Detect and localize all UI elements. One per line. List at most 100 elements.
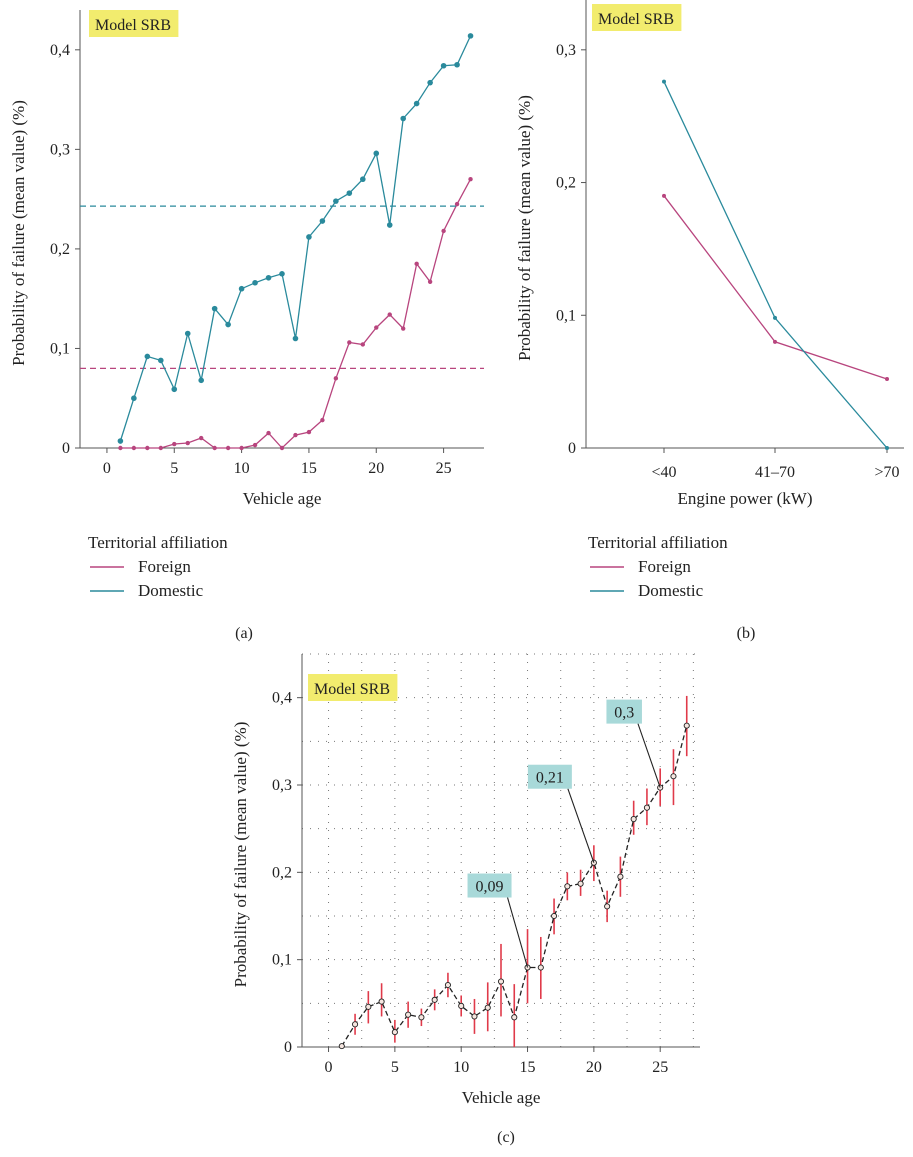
model-badge-label: Model SRB (95, 17, 171, 34)
data-point-foreign (885, 376, 889, 381)
annotation-box (606, 699, 642, 724)
legend-title: Territorial affiliation (588, 533, 728, 552)
data-point-foreign (185, 440, 190, 446)
data-point-domestic (198, 377, 204, 384)
x-axis-title: Vehicle age (462, 1088, 541, 1107)
x-tick-label: 5 (391, 1059, 399, 1076)
y-tick-label: 0,4 (50, 42, 70, 59)
data-point-domestic (292, 335, 299, 342)
data-point-foreign (158, 445, 163, 451)
annotation-label: 0,3 (614, 705, 634, 722)
y-tick-label: 0,2 (556, 175, 576, 192)
x-axis-title: Engine power (kW) (677, 489, 812, 508)
data-point (617, 873, 624, 880)
x-tick-label: 10 (453, 1059, 469, 1076)
data-point-domestic (427, 79, 433, 86)
series-line-domestic (663, 81, 888, 449)
model-badge (592, 4, 682, 31)
x-tick-label: 20 (586, 1059, 602, 1076)
data-point-domestic (252, 279, 258, 286)
data-point-domestic (131, 395, 137, 402)
data-point (604, 903, 611, 910)
data-point (365, 1003, 372, 1010)
data-point-domestic (211, 305, 218, 312)
y-tick-label: 0 (568, 440, 576, 457)
y-tick-label: 0 (284, 1039, 292, 1056)
x-tick-label: 25 (436, 460, 452, 477)
data-point-foreign (414, 261, 419, 267)
data-point-foreign (131, 445, 137, 451)
y-tick-label: 0,3 (272, 777, 292, 794)
chart-panel-c: 0 0,1 0,2 0,3 0,4 0 5 10 15 20 25 Vehicle age Probab… (231, 653, 700, 1146)
annotation-label: 0,09 (476, 879, 504, 896)
x-tick-label: >70 (874, 464, 899, 481)
data-point (577, 880, 584, 887)
data-point (551, 912, 558, 920)
data-point (590, 859, 597, 866)
data-point-domestic (225, 321, 231, 328)
data-point-foreign (279, 445, 285, 451)
data-point (683, 722, 690, 729)
y-axis-title: Probability of failure (mean value) (%) (9, 100, 28, 366)
data-point (444, 981, 451, 989)
data-point-domestic (662, 79, 666, 84)
data-point-foreign (320, 417, 325, 423)
data-point (643, 804, 650, 811)
data-point-domestic (454, 61, 460, 68)
data-point (670, 773, 677, 780)
data-point-foreign (172, 441, 177, 447)
annotation-box (467, 873, 512, 898)
model-badge-label: Model SRB (314, 681, 390, 698)
series-line-foreign (663, 195, 888, 380)
y-tick-label: 0,1 (556, 307, 576, 324)
data-point-domestic (144, 353, 151, 360)
data-point-domestic (400, 115, 407, 122)
data-point-foreign (145, 445, 150, 451)
data-point-domestic (773, 315, 777, 320)
data-point-domestic (346, 190, 353, 196)
data-point-foreign (225, 445, 231, 451)
data-point-foreign (239, 445, 244, 451)
data-point (458, 1002, 465, 1010)
data-point-domestic (279, 270, 285, 277)
data-point-foreign (118, 445, 123, 451)
annotation-box (527, 764, 572, 789)
chart-panel-b: 0 0,1 0,2 0,3 <40 41–70 >70 Engine power (kW) Pr… (515, 0, 904, 642)
data-point-domestic (413, 100, 420, 107)
data-point-domestic (184, 330, 191, 337)
legend-item-foreign: Foreign (638, 557, 691, 576)
annotation-leader (507, 897, 529, 968)
annotation-leader (637, 723, 661, 788)
y-tick-label: 0 (62, 440, 70, 457)
data-point (511, 1014, 518, 1021)
model-badge-label: Model SRB (598, 11, 674, 28)
y-tick-label: 0,4 (272, 690, 292, 707)
data-point-domestic (440, 62, 447, 69)
data-point-domestic (467, 33, 474, 39)
data-point (378, 998, 385, 1005)
y-tick-label: 0,3 (50, 141, 70, 158)
data-point-foreign (468, 177, 473, 182)
data-point-foreign (454, 201, 460, 207)
data-point (497, 978, 505, 985)
y-tick-label: 0,1 (50, 340, 70, 357)
legend-item-domestic: Domestic (138, 581, 204, 600)
model-badge (89, 10, 179, 37)
data-point-foreign (347, 340, 352, 345)
data-point-domestic (306, 234, 312, 240)
panel-label: (b) (737, 625, 756, 642)
y-tick-label: 0,2 (272, 864, 292, 881)
data-point (391, 1029, 398, 1036)
data-point-domestic (386, 222, 393, 228)
data-point-domestic (885, 446, 889, 450)
y-axis-title: Probability of failure (mean value) (%) (515, 95, 534, 361)
annotation-label: 0,21 (536, 770, 564, 787)
annotation-leader (567, 788, 595, 863)
y-tick-label: 0,3 (556, 42, 576, 59)
x-tick-label: 25 (652, 1059, 668, 1076)
data-point-domestic (319, 218, 326, 224)
data-point (537, 964, 544, 971)
data-point-foreign (662, 193, 666, 198)
x-tick-label: 41–70 (755, 464, 795, 481)
data-point-domestic (171, 386, 178, 393)
